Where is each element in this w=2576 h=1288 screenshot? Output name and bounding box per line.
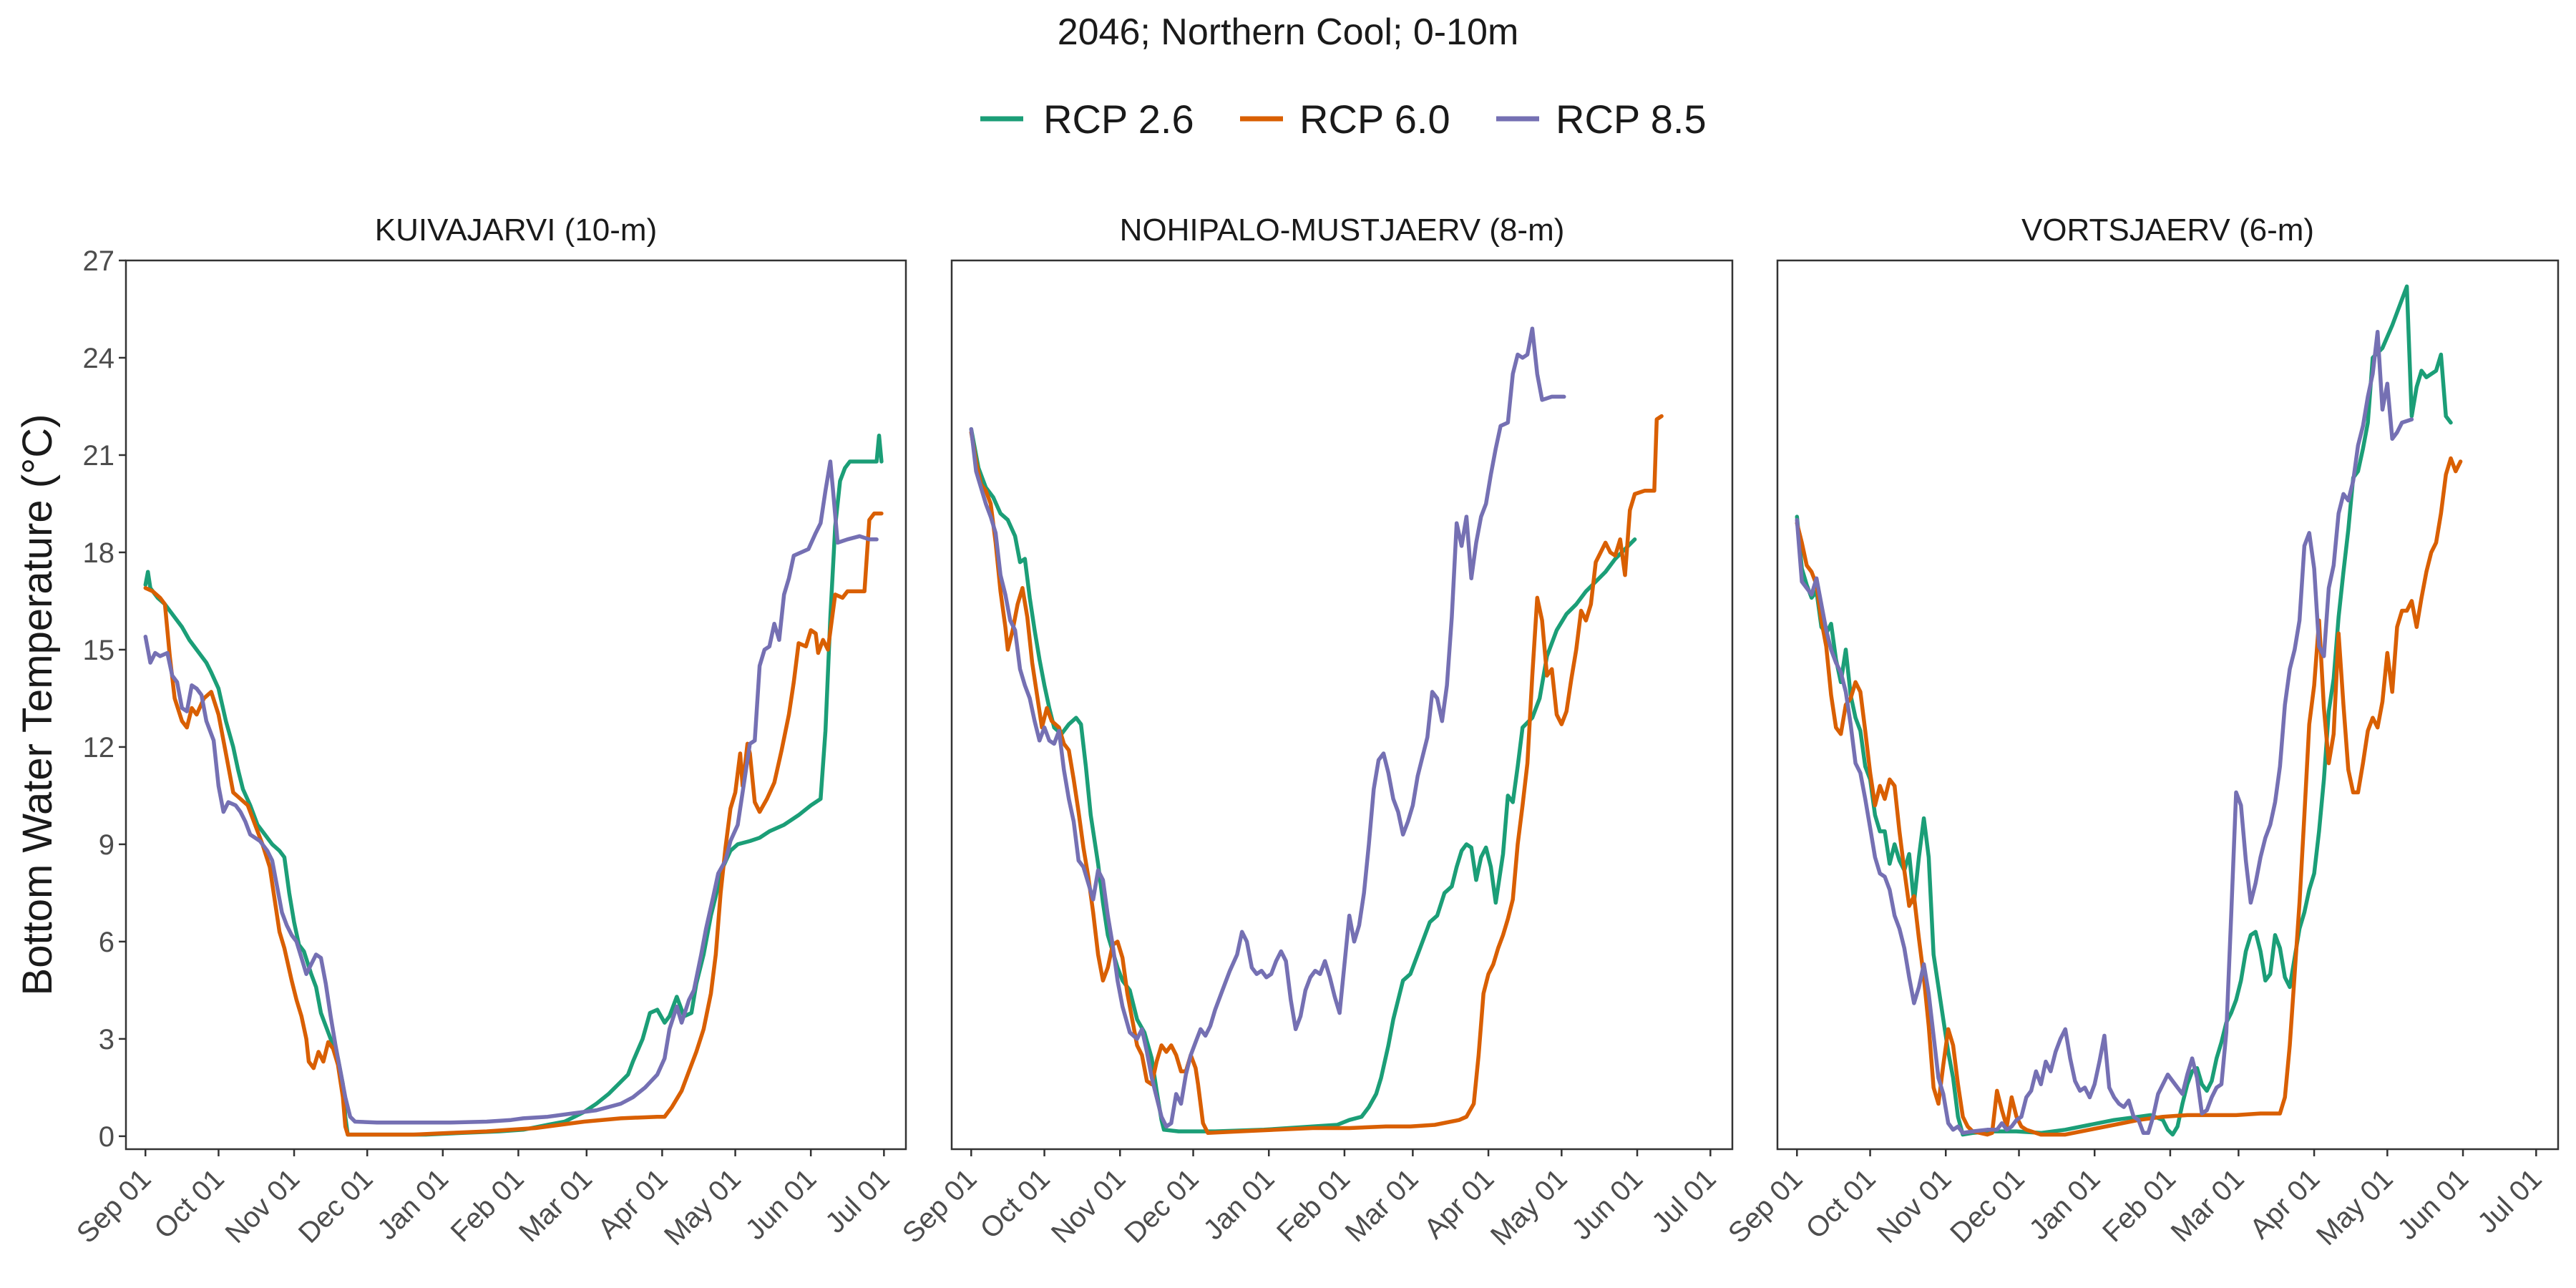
y-tick-label: 0 (99, 1121, 114, 1153)
y-tick-label: 21 (83, 440, 115, 472)
x-tick-label: Dec 01 (293, 1163, 379, 1249)
legend-label-rcp85: RCP 8.5 (1556, 97, 1707, 142)
series-line-rcp85 (969, 326, 1566, 1129)
x-tick-label: Nov 01 (1045, 1163, 1132, 1249)
y-tick-label: 3 (99, 1024, 114, 1055)
x-tick-label: Jan 01 (1198, 1163, 1281, 1246)
series-line-rcp60 (143, 511, 884, 1137)
x-tick-label: Mar 01 (513, 1163, 598, 1248)
x-tick-label: Oct 01 (148, 1163, 230, 1244)
panel-1: KUIVAJARVI (10-m) 0 3 6 9 12 15 18 21 24 27 Sep 01O… (71, 213, 907, 1252)
series-line-rcp26 (969, 426, 1637, 1133)
y-tick-label: 27 (83, 245, 115, 277)
x-tick-label: Jul 01 (2472, 1163, 2548, 1239)
legend-label-rcp60: RCP 6.0 (1299, 97, 1450, 142)
panel-frame (950, 259, 1734, 1151)
x-tick-label: Jul 01 (819, 1163, 896, 1239)
x-tick-label: May 01 (2311, 1163, 2399, 1252)
x-tick-label: Jun 01 (739, 1163, 822, 1246)
x-tick-label: Dec 01 (1944, 1163, 2031, 1249)
x-tick-label: Nov 01 (220, 1163, 306, 1249)
x-tick-label: Dec 01 (1118, 1163, 1205, 1249)
x-tick-label: Jun 01 (1566, 1163, 1649, 1246)
x-tick-label: Feb 01 (1271, 1163, 1356, 1248)
x-tick-label: Mar 01 (1340, 1163, 1425, 1248)
x-tick-label: Sep 01 (897, 1163, 983, 1249)
x-tick-label: Jan 01 (371, 1163, 454, 1246)
y-tick-label: 24 (83, 343, 115, 374)
chart-title: 2046; Northern Cool; 0-10m (1058, 11, 1519, 53)
y-tick-label: 18 (83, 537, 115, 569)
panel-title: KUIVAJARVI (10-m) (375, 213, 657, 248)
x-tick-label: Jan 01 (2024, 1163, 2107, 1246)
x-tick-label: Oct 01 (1800, 1163, 1881, 1244)
y-tick-label: 12 (83, 732, 115, 763)
panel-title: NOHIPALO-MUSTJAERV (8-m) (1120, 213, 1565, 248)
x-tick-label: Mar 01 (2165, 1163, 2250, 1248)
y-tick-label: 9 (99, 829, 114, 861)
x-tick-label: Sep 01 (71, 1163, 157, 1249)
x-tick-label: Feb 01 (445, 1163, 530, 1248)
legend: RCP 2.6 RCP 6.0 RCP 8.5 (980, 97, 1707, 142)
panel-frame (125, 259, 907, 1151)
y-tick-label: 15 (83, 635, 115, 666)
x-tick-label: Jul 01 (1646, 1163, 1722, 1239)
series-line-rcp60 (969, 414, 1664, 1136)
series-line-rcp85 (143, 459, 879, 1125)
x-tick-label: Sep 01 (1722, 1163, 1809, 1249)
panel-title: VORTSJAERV (6-m) (2021, 213, 2314, 248)
x-tick-label: Oct 01 (974, 1163, 1055, 1244)
series-line-rcp26 (1795, 284, 2453, 1137)
series-line-rcp85 (1795, 329, 2414, 1136)
x-tick-label: Nov 01 (1871, 1163, 1958, 1249)
y-tick-label: 6 (99, 927, 114, 958)
legend-label-rcp26: RCP 2.6 (1043, 97, 1194, 142)
x-tick-label: May 01 (658, 1163, 747, 1252)
x-tick-label: May 01 (1485, 1163, 1574, 1252)
x-tick-label: Feb 01 (2097, 1163, 2182, 1248)
x-tick-label: Jun 01 (2391, 1163, 2474, 1246)
y-axis-label: Bottom Water Temperature (°C) (14, 414, 61, 996)
series-line-rcp60 (1795, 456, 2463, 1137)
panel-frame (1776, 259, 2560, 1151)
